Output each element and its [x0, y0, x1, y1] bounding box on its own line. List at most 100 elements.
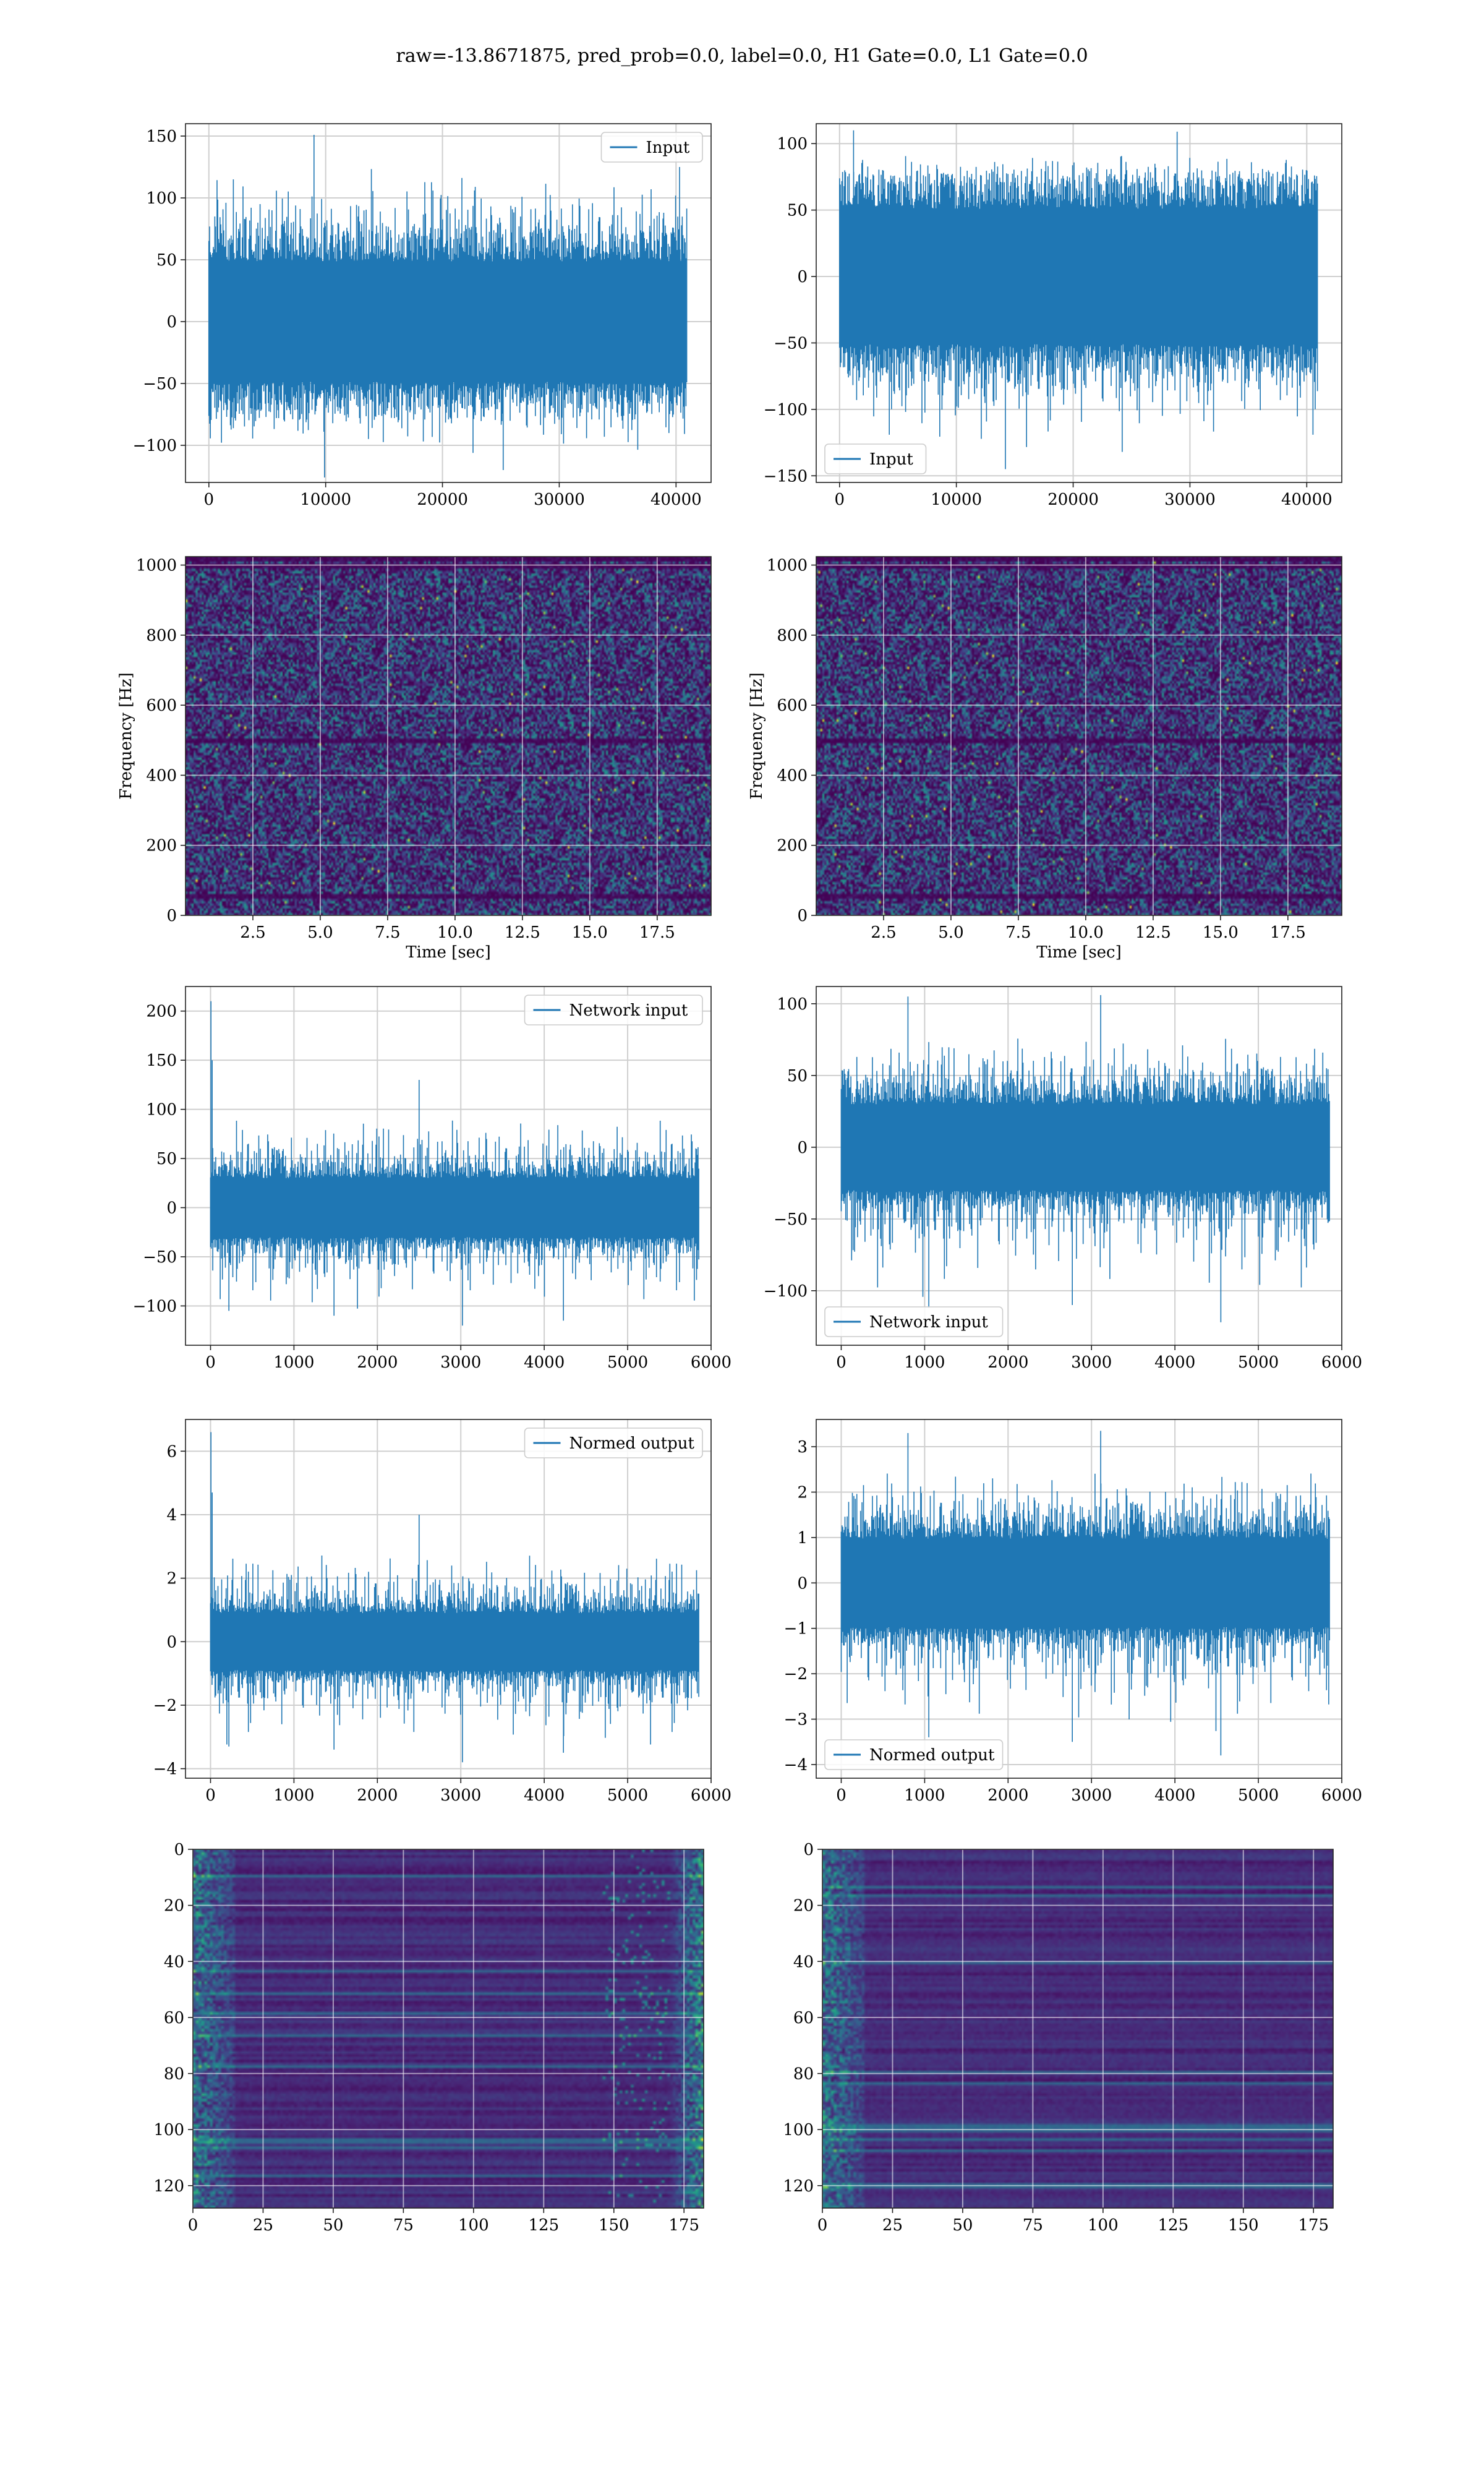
y-tick-label: 800	[146, 627, 177, 645]
y-tick-label: 2	[797, 1483, 808, 1502]
x-tick-label: 2000	[987, 1786, 1028, 1805]
y-tick-label: 3	[797, 1438, 808, 1457]
x-tick-label: 2000	[987, 1353, 1028, 1372]
x-tick-label: 2.5	[240, 923, 265, 942]
y-tick-label: 50	[787, 1067, 808, 1085]
x-tick-label: 100	[1088, 2216, 1119, 2235]
legend-label: Input	[646, 139, 690, 157]
x-tick-label: 0	[836, 1786, 846, 1805]
axes-frame	[185, 556, 712, 916]
x-tick-label: 6000	[1321, 1353, 1362, 1372]
y-tick-label: 400	[146, 766, 177, 785]
heatmap-image	[186, 557, 711, 915]
legend-label: Network input	[569, 1001, 688, 1020]
x-tick-label: 6000	[1321, 1786, 1362, 1805]
y-tick-label: 50	[787, 202, 808, 220]
y-tick-label: 1000	[136, 557, 177, 575]
x-tick-label: 175	[668, 2216, 699, 2235]
legend-label: Normed output	[569, 1434, 695, 1453]
y-tick-label: 4	[166, 1506, 177, 1525]
chart-panel-row5-right: 0 25 50 75 100 125 150 175 0 20 40 60 80 100 120	[783, 1841, 1334, 2235]
series-line-normed-output	[840, 1431, 1330, 1756]
chart-panel-row5-left: 0 25 50 75 100 125 150 175 0 20 40 60 80 100 120	[153, 1841, 704, 2235]
y-tick-label: 0	[166, 313, 177, 332]
x-tick-label: 75	[393, 2216, 414, 2235]
y-tick-label: −100	[133, 437, 177, 455]
y-tick-label: 100	[146, 189, 177, 208]
y-tick-label: 100	[146, 1101, 177, 1119]
y-tick-label: 50	[156, 1150, 177, 1168]
x-tick-label: 4000	[1154, 1353, 1195, 1372]
y-tick-label: 40	[164, 1953, 184, 1971]
y-tick-label: 80	[164, 2065, 184, 2084]
x-tick-label: 2000	[357, 1353, 398, 1372]
x-tick-label: 125	[528, 2216, 559, 2235]
x-tick-label: 5.0	[307, 923, 333, 942]
axes-frame	[816, 1419, 1342, 1779]
x-axis-label: Time [sec]	[1036, 943, 1122, 962]
x-tick-label: 3000	[440, 1786, 481, 1805]
x-tick-label: 12.5	[505, 923, 540, 942]
axes-frame	[185, 123, 712, 483]
x-tick-label: 7.5	[375, 923, 400, 942]
x-tick-label: 75	[1023, 2216, 1043, 2235]
x-tick-label: 5000	[607, 1786, 648, 1805]
y-tick-label: −4	[153, 1760, 177, 1779]
x-tick-label: 150	[599, 2216, 629, 2235]
y-tick-label: 0	[797, 907, 808, 925]
heatmap-image	[822, 1849, 1333, 2208]
y-tick-label: −100	[764, 401, 808, 419]
y-tick-label: 200	[146, 837, 177, 855]
chart-panel-row3-right: 0 1000 2000 3000 4000 5000 6000 −100 −50 0 50 100 Ne…	[764, 986, 1362, 1372]
y-tick-label: −3	[784, 1711, 808, 1729]
y-tick-label: −150	[764, 467, 808, 486]
series-line-network-input	[840, 995, 1330, 1322]
x-tick-label: 1000	[273, 1786, 314, 1805]
series-line-normed-output	[210, 1432, 699, 1763]
x-tick-label: 4000	[524, 1353, 565, 1372]
legend: Input	[824, 443, 927, 474]
x-tick-label: 25	[882, 2216, 903, 2235]
y-tick-label: 200	[777, 837, 808, 855]
y-tick-label: 60	[164, 2009, 184, 2027]
y-tick-label: −50	[774, 334, 808, 353]
x-tick-label: 150	[1228, 2216, 1259, 2235]
x-tick-label: 0	[817, 2216, 828, 2235]
x-tick-label: 4000	[524, 1786, 565, 1805]
axes-frame	[185, 986, 712, 1346]
x-tick-label: 5000	[607, 1353, 648, 1372]
axes-frame	[816, 986, 1342, 1346]
chart-panel-row1-left: 0 10000 20000 30000 40000 −100 −50 0 50 100 150 Inp…	[133, 123, 712, 509]
legend-label: Normed output	[869, 1746, 995, 1765]
x-tick-label: 2.5	[871, 923, 896, 942]
y-tick-label: −100	[764, 1282, 808, 1301]
y-tick-label: −2	[153, 1697, 177, 1715]
y-tick-label: 400	[777, 766, 808, 785]
y-tick-label: −1	[784, 1620, 808, 1638]
x-tick-label: 100	[458, 2216, 489, 2235]
y-tick-label: 600	[146, 696, 177, 715]
y-tick-label: 50	[156, 251, 177, 270]
chart-panel-row1-right: 0 10000 20000 30000 40000 −150 −100 −50 0 50 100 In…	[764, 123, 1342, 509]
y-tick-label: 120	[153, 2177, 184, 2196]
x-axis-label: Time [sec]	[406, 943, 491, 962]
legend: Network input	[824, 1306, 1004, 1337]
chart-panel-row4-right: 0 1000 2000 3000 4000 5000 6000 −4 −3 −2 −1 0 1 2 3 Nor…	[784, 1419, 1362, 1805]
x-tick-label: 0	[205, 1353, 216, 1372]
x-tick-label: 40000	[1281, 490, 1333, 509]
x-tick-label: 20000	[417, 490, 468, 509]
y-tick-label: 20	[793, 1897, 814, 1915]
x-tick-label: 10.0	[1068, 923, 1104, 942]
x-tick-label: 15.0	[572, 923, 608, 942]
y-tick-label: −100	[133, 1297, 177, 1316]
x-tick-label: 15.0	[1203, 923, 1239, 942]
y-tick-label: 0	[797, 1139, 808, 1157]
y-tick-label: −50	[143, 1248, 177, 1267]
chart-panel-row3-left: 0 1000 2000 3000 4000 5000 6000 −100 −50 0 50 100 15…	[133, 986, 731, 1372]
y-tick-label: 60	[793, 2009, 814, 2027]
y-tick-label: −4	[784, 1756, 808, 1774]
y-axis-label: Frequency [Hz]	[748, 672, 766, 800]
legend: Network input	[524, 995, 703, 1025]
x-tick-label: 5000	[1238, 1786, 1279, 1805]
x-tick-label: 5000	[1238, 1353, 1279, 1372]
